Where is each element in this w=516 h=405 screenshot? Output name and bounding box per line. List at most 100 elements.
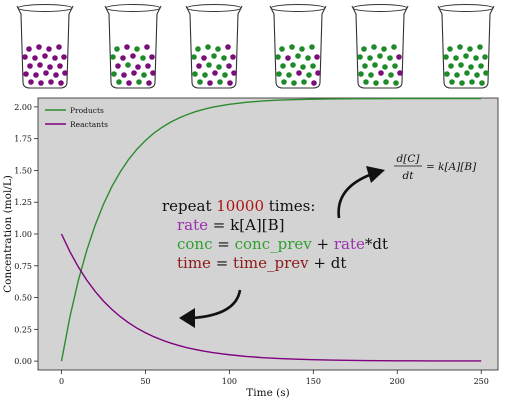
legend-label-products: Products (70, 106, 104, 115)
product-molecule (357, 54, 363, 60)
product-molecule (215, 46, 221, 52)
code-token: *dt (365, 235, 388, 253)
code-token: = (211, 254, 233, 272)
beaker-rim (352, 4, 408, 12)
product-molecule (221, 55, 227, 61)
reactant-molecule (231, 70, 237, 76)
product-molecule (358, 71, 364, 77)
product-molecule (110, 54, 116, 60)
product-molecule (382, 64, 388, 70)
reactant-molecule (397, 70, 403, 76)
y-tick-label: 0.00 (14, 357, 32, 366)
reactant-molecule (115, 63, 121, 69)
product-molecule (443, 54, 449, 60)
equation-numerator: d[C] (397, 153, 421, 165)
x-axis: 0 50 100 150 200 250 (59, 370, 489, 386)
y-axis-label: Concentration (mol/L) (2, 175, 14, 293)
reactant-molecule (126, 80, 132, 86)
product-molecule (279, 46, 285, 52)
product-molecule (479, 80, 485, 86)
reactant-molecule (42, 53, 48, 59)
beaker (269, 4, 327, 89)
reactant-molecule (135, 64, 141, 70)
product-molecule (453, 55, 459, 61)
product-molecule (291, 80, 297, 86)
reactant-molecule (57, 63, 63, 69)
product-molecule (275, 54, 281, 60)
product-molecule (363, 79, 369, 85)
x-tick-label: 200 (390, 377, 405, 386)
beaker-rim (17, 4, 73, 12)
product-molecule (444, 71, 450, 77)
product-molecule (300, 64, 306, 70)
product-molecule (305, 55, 311, 61)
reactant-molecule (285, 55, 291, 61)
series-line-products (60, 97, 482, 362)
pseudocode-annotation: repeat 10000 times:rate = k[A][B]conc = … (162, 197, 388, 272)
y-tick-label: 0.50 (14, 294, 32, 303)
product-molecule (459, 80, 465, 86)
product-molecule (381, 46, 387, 52)
reactant-molecule (146, 80, 152, 86)
product-molecule (377, 53, 383, 59)
product-molecule (197, 79, 203, 85)
code-line: time = time_prev + dt (177, 254, 346, 272)
y-tick-label: 1.50 (14, 166, 32, 175)
x-tick-label: 150 (306, 377, 321, 386)
reactant-molecule (396, 54, 402, 60)
beaker (16, 4, 74, 89)
product-molecule (195, 46, 201, 52)
beaker-rim (105, 4, 161, 12)
product-molecule (286, 72, 292, 78)
product-molecule (309, 44, 315, 50)
equation-rhs: = k[A][B] (426, 161, 477, 173)
beaker-rim (270, 4, 326, 12)
code-token: conc_prev (235, 235, 313, 253)
code-line: conc = conc_prev + rate*dt (177, 235, 388, 253)
code-token: repeat (162, 197, 216, 215)
reactant-molecule (23, 71, 29, 77)
product-molecule (448, 63, 454, 69)
product-molecule (211, 53, 217, 59)
product-molecule (295, 53, 301, 59)
product-molecule (454, 72, 460, 78)
product-molecule (216, 64, 222, 70)
code-line: rate = k[A][B] (177, 216, 285, 234)
product-molecule (371, 44, 377, 50)
product-molecule (222, 72, 228, 78)
x-tick-label: 0 (59, 377, 64, 386)
code-token: time (177, 254, 211, 272)
code-line: repeat 10000 times: (162, 197, 315, 215)
product-molecule (478, 63, 484, 69)
product-molecule (368, 72, 374, 78)
reactant-molecule (149, 54, 155, 60)
reactant-molecule (46, 46, 52, 52)
y-tick-label: 1.00 (14, 230, 32, 239)
reactant-molecule (150, 70, 156, 76)
x-tick-label: 100 (222, 377, 237, 386)
product-molecule (205, 44, 211, 50)
product-molecule (457, 44, 463, 50)
reactant-molecule (315, 70, 321, 76)
reactant-molecule (145, 63, 151, 69)
y-tick-label: 0.25 (14, 325, 32, 334)
beaker (351, 4, 409, 89)
code-token: + dt (309, 254, 347, 272)
product-molecule (206, 62, 212, 68)
product-molecule (473, 55, 479, 61)
product-molecule (191, 54, 197, 60)
reactant-molecule (43, 70, 49, 76)
reactant-molecule (26, 46, 32, 52)
reactant-molecule (53, 72, 59, 78)
reactant-molecule (207, 80, 213, 86)
beaker-rim (186, 4, 242, 12)
code-token: rate (334, 235, 365, 253)
reactant-molecule (311, 80, 317, 86)
product-molecule (449, 79, 455, 85)
product-molecule (477, 44, 483, 50)
y-axis: 0.00 0.25 0.50 0.75 1.00 1.25 1.50 1.75 2.00 (14, 103, 38, 366)
product-molecule (474, 72, 480, 78)
product-molecule (361, 46, 367, 52)
product-molecule (383, 79, 389, 85)
